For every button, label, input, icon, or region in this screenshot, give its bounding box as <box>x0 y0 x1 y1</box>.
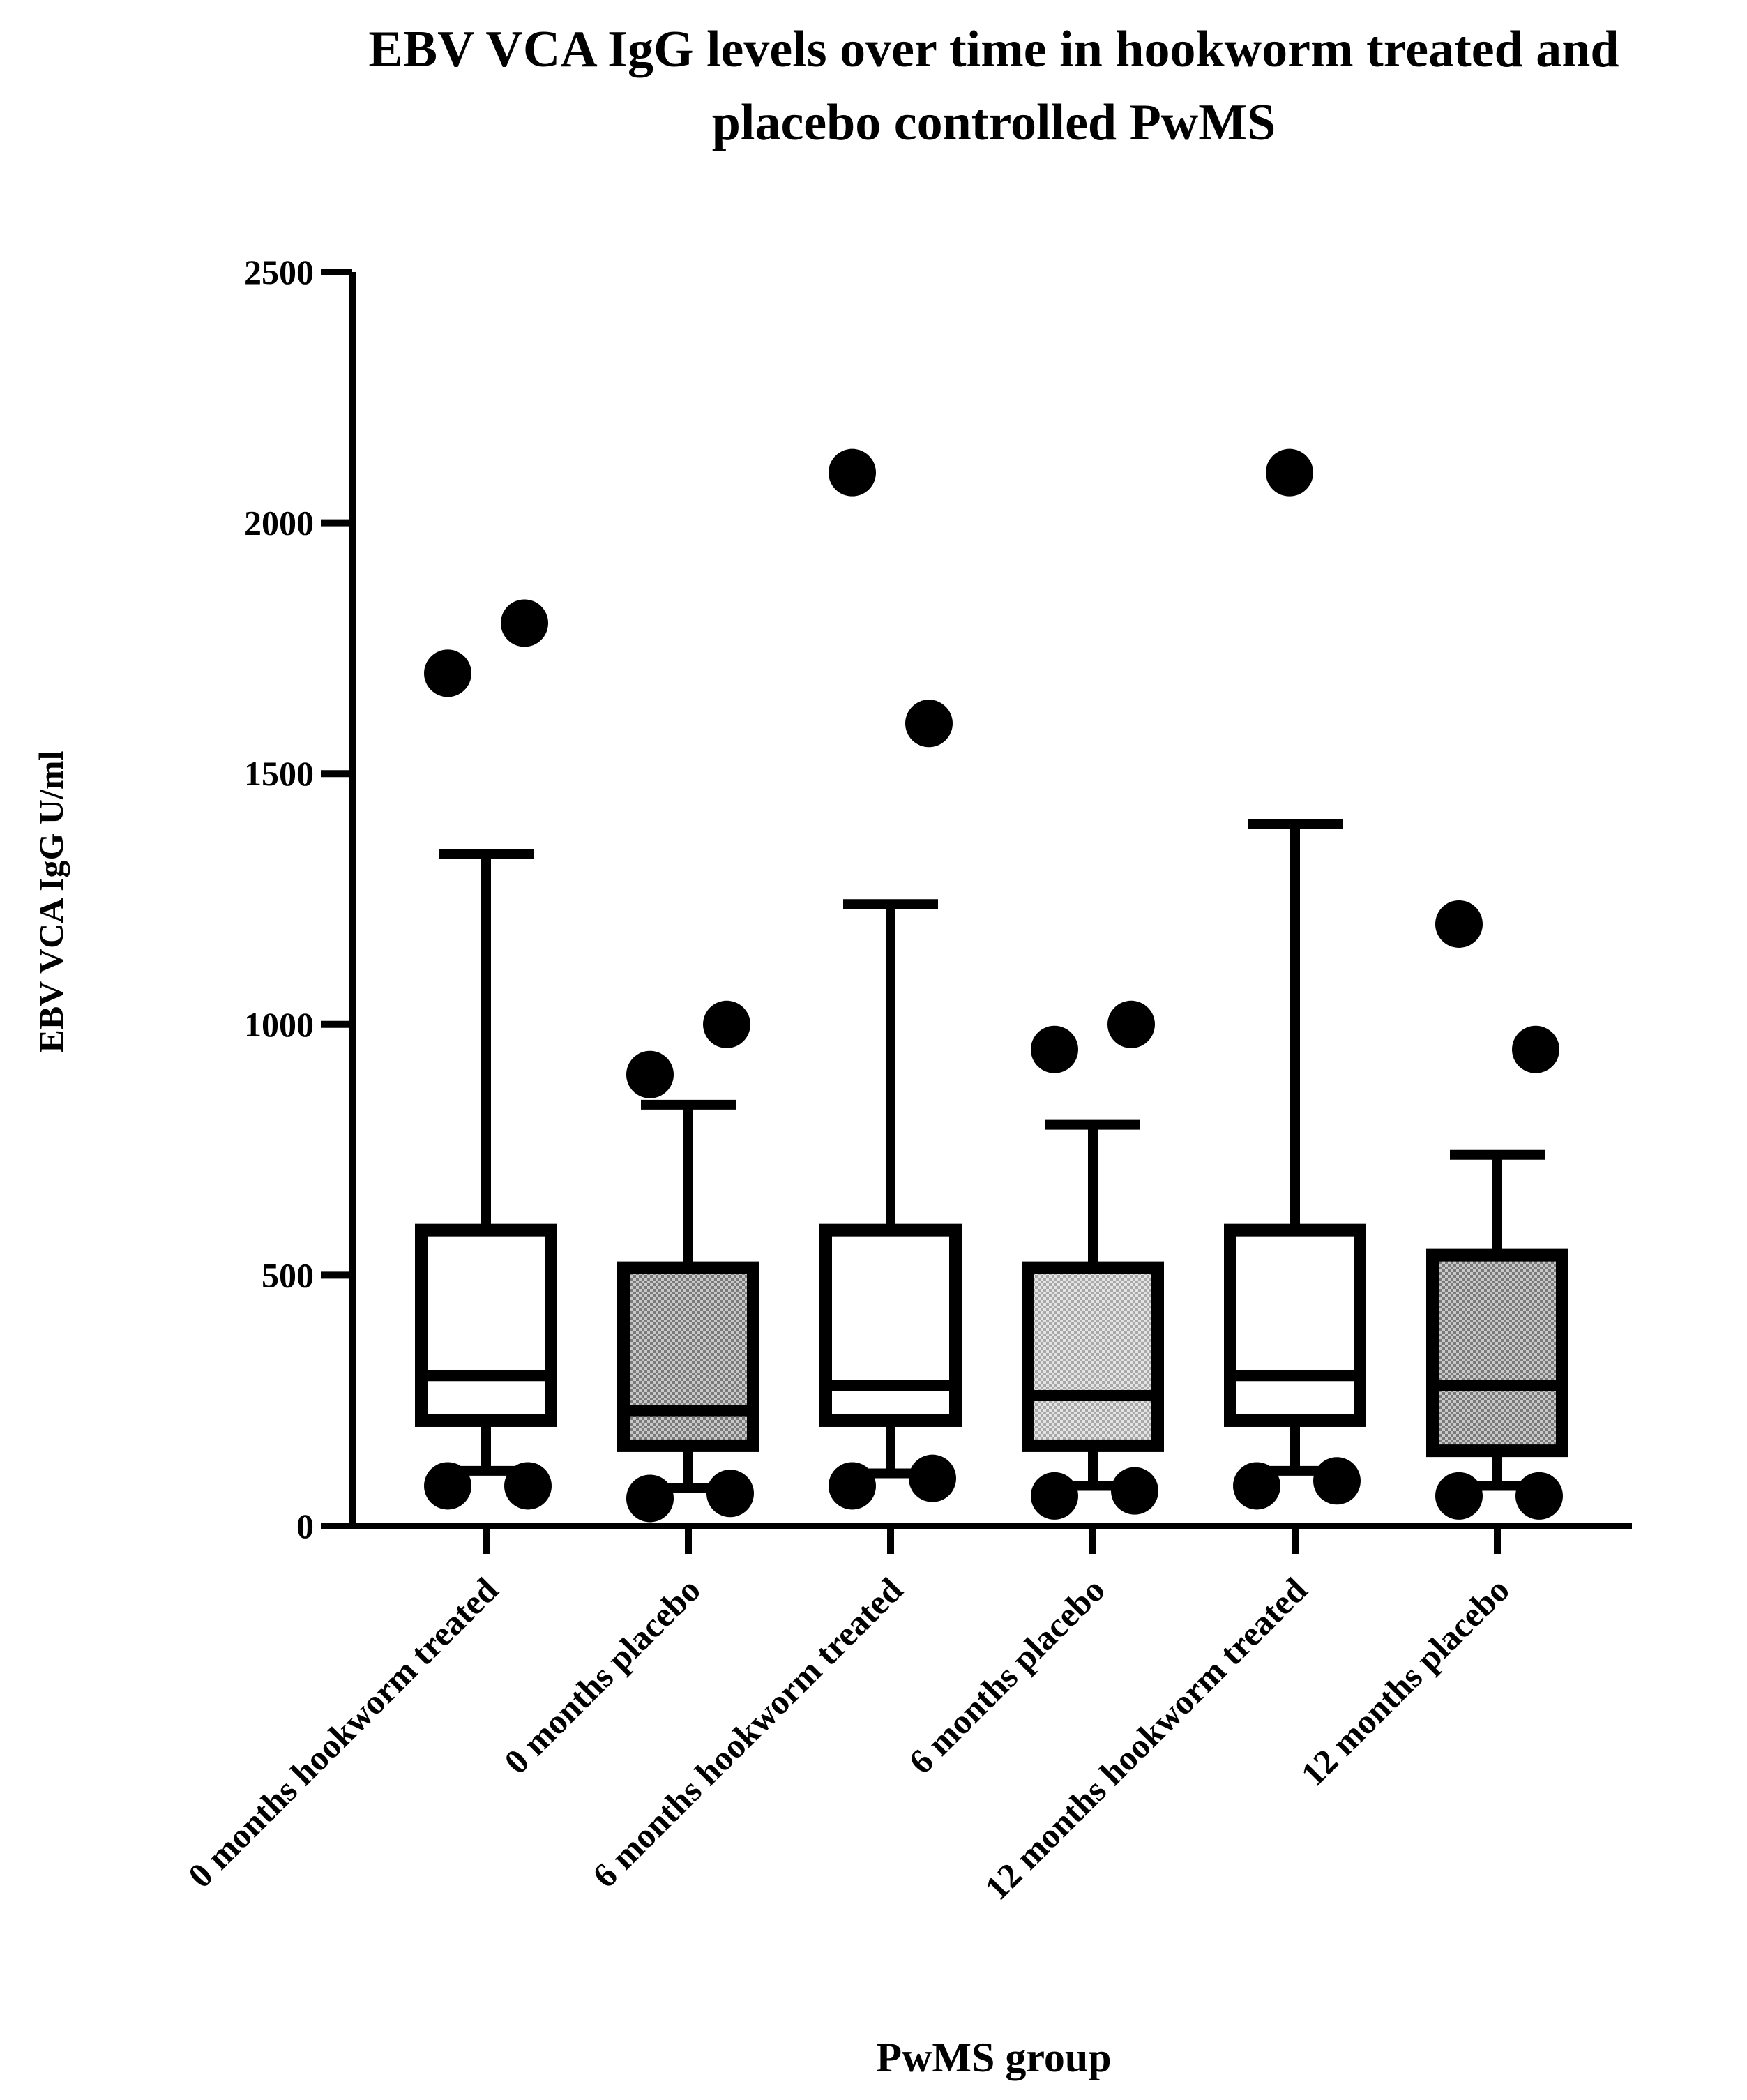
outlier-point <box>1512 1025 1559 1073</box>
box-6-months-placebo <box>1022 1119 1164 1491</box>
outlier-point <box>1266 448 1313 497</box>
y-axis-ticks: 0 500 1000 1500 2000 2500 <box>244 252 352 1546</box>
y-tick-label: 500 <box>262 1255 314 1294</box>
outlier-point <box>905 700 953 748</box>
y-tick-label: 1500 <box>244 754 314 793</box>
chart-title-line-1: EBV VCA IgG levels over time in hookworm… <box>368 21 1619 78</box>
outlier-point <box>909 1454 956 1502</box>
box-0-months-placebo <box>617 1099 759 1494</box>
outlier-point <box>703 1000 750 1048</box>
outlier-point <box>501 599 548 647</box>
y-tick-label: 0 <box>296 1506 314 1546</box>
outlier-point <box>1111 1467 1158 1515</box>
y-axis-label: EBV VCA IgG U/ml <box>31 750 70 1052</box>
box-6-months-hookworm-treated <box>819 899 962 1479</box>
chart-title-line-2: placebo controlled PwMS <box>712 94 1276 151</box>
outlier-point <box>1031 1025 1078 1073</box>
outlier-point <box>424 1462 471 1510</box>
outlier-points <box>424 448 1563 1523</box>
y-tick-label: 1000 <box>244 1005 314 1044</box>
iqr-box <box>1426 1248 1568 1458</box>
x-tick-label-12-months-placebo: 12 months placebo <box>1293 1570 1517 1794</box>
outlier-point <box>1515 1472 1563 1520</box>
outlier-point <box>1435 1472 1483 1520</box>
outlier-point <box>1435 900 1483 948</box>
box-0-months-hookworm-treated <box>415 849 557 1476</box>
x-axis-ticks <box>483 1526 1501 1554</box>
outlier-point <box>626 1050 674 1098</box>
outlier-point <box>1313 1457 1361 1505</box>
iqr-box <box>1224 1223 1366 1427</box>
box-12-months-placebo <box>1426 1149 1568 1491</box>
y-tick-label: 2000 <box>244 504 314 543</box>
outlier-point <box>706 1470 754 1518</box>
outlier-point <box>1233 1462 1280 1510</box>
iqr-box <box>415 1223 557 1427</box>
iqr-box <box>1022 1261 1164 1452</box>
x-axis-label: PwMS group <box>876 2034 1111 2080</box>
outlier-point <box>829 448 876 497</box>
x-tick-label-6-months-placebo: 6 months placebo <box>901 1570 1112 1781</box>
y-tick-label: 2500 <box>244 252 314 292</box>
outlier-point <box>1107 1000 1155 1048</box>
outlier-point <box>1031 1472 1078 1520</box>
x-tick-label-0-months-hookworm-treated: 0 months hookworm treated <box>181 1570 506 1895</box>
outlier-point <box>424 649 471 697</box>
outlier-point <box>626 1474 674 1523</box>
outlier-point <box>504 1462 552 1510</box>
outlier-point <box>829 1462 876 1510</box>
x-tick-label-12-months-hookworm-treated: 12 months hookworm treated <box>977 1570 1315 1908</box>
box-series <box>415 819 1568 1494</box>
iqr-box <box>819 1223 962 1427</box>
box-12-months-hookworm-treated <box>1224 819 1366 1476</box>
x-tick-label-0-months-placebo: 0 months placebo <box>497 1570 708 1781</box>
iqr-box <box>617 1261 759 1452</box>
